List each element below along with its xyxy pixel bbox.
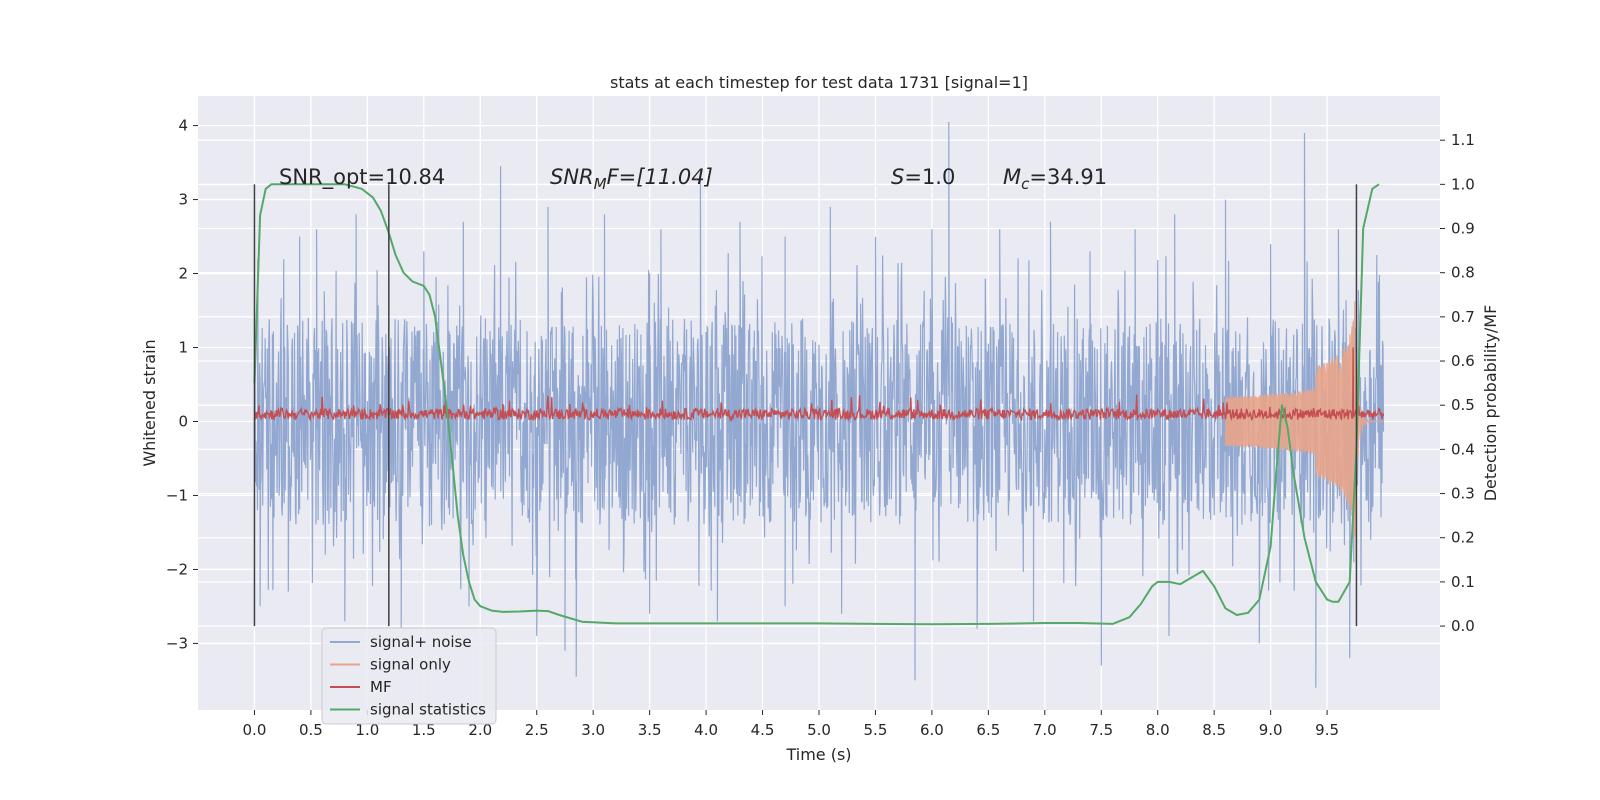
- x-tick-label: 3.0: [581, 721, 605, 739]
- y2-tick-label: 0.5: [1451, 396, 1475, 414]
- y2-axis-label: Detection probability/MF: [1481, 305, 1500, 502]
- y2-tick-label: 0.4: [1451, 440, 1475, 458]
- y-tick-label: −1: [166, 486, 188, 504]
- y2-tick-label: 0.3: [1451, 485, 1475, 503]
- y2-tick-label: 0.0: [1451, 617, 1475, 635]
- y-tick-label: 4: [178, 117, 188, 135]
- legend-entry: signal statistics: [370, 701, 486, 719]
- x-tick-label: 8.0: [1146, 721, 1170, 739]
- x-tick-label: 2.0: [468, 721, 492, 739]
- x-tick-label: 7.5: [1089, 721, 1113, 739]
- y2-tick-label: 0.6: [1451, 352, 1475, 370]
- annotation-mc-prefix: M: [1003, 165, 1021, 189]
- y-tick-label: 1: [178, 339, 188, 357]
- y2-tick-label: 0.2: [1451, 529, 1475, 547]
- x-tick-label: 5.5: [864, 721, 888, 739]
- series-signal-only: [1224, 301, 1384, 564]
- x-tick-label: 4.0: [694, 721, 718, 739]
- y2-tick-label: 0.8: [1451, 264, 1475, 282]
- legend-entry: signal+ noise: [370, 633, 472, 651]
- x-axis-label: Time (s): [785, 745, 851, 764]
- axes: 0.0 0.5 1.0 1.5 2.0 2.5 3.0 3.5 4.0 4.5 5.0 5.5 6.0 6…: [166, 117, 1475, 739]
- x-tick-label: 5.0: [807, 721, 831, 739]
- x-tick-label: 1.5: [412, 721, 436, 739]
- chart-title: stats at each timestep for test data 173…: [610, 73, 1028, 92]
- y-axis-label: Whitened strain: [140, 339, 159, 466]
- x-tick-label: 8.5: [1202, 721, 1226, 739]
- annotation-snr-opt: SNR_opt=10.84: [279, 165, 445, 190]
- x-tick-label: 3.5: [638, 721, 662, 739]
- annotation-snr-mf-suffix: F=[11.04]: [607, 165, 713, 189]
- plot-area: [253, 121, 1385, 688]
- x-tick-label: 7.0: [1033, 721, 1057, 739]
- y2-tick-label: 0.9: [1451, 220, 1475, 238]
- annotation-mc-value: =34.91: [1029, 165, 1107, 189]
- x-tick-label: 6.0: [920, 721, 944, 739]
- annotation-s-value: =1.0: [904, 165, 955, 189]
- x-tick-label: 9.0: [1259, 721, 1283, 739]
- x-tick-label: 0.0: [243, 721, 267, 739]
- annotation-s-prefix: S: [891, 165, 904, 189]
- y2-tick-label: 0.1: [1451, 573, 1475, 591]
- x-tick-label: 9.5: [1315, 721, 1339, 739]
- annotation-snr-mf-sub: M: [594, 175, 607, 193]
- y2-tick-label: 1.1: [1451, 131, 1475, 149]
- y-tick-label: −2: [166, 560, 188, 578]
- y2-tick-label: 1.0: [1451, 175, 1475, 193]
- legend-entry: MF: [370, 678, 392, 696]
- annotation-snr-mf-prefix: SNR: [550, 165, 594, 189]
- y-tick-label: 3: [178, 191, 188, 209]
- x-tick-label: 0.5: [299, 721, 323, 739]
- annotation-mc-sub: c: [1021, 175, 1030, 193]
- annotation-s: S=1.0: [891, 165, 955, 189]
- x-tick-label: 2.5: [525, 721, 549, 739]
- y-tick-label: 0: [178, 412, 188, 430]
- legend-box: [321, 627, 497, 725]
- annotation-mc: Mc=34.91: [1003, 165, 1107, 193]
- x-tick-label: 1.0: [355, 721, 379, 739]
- legend: signal+ noise signal only MF signal statist…: [321, 627, 497, 725]
- y2-tick-label: 0.7: [1451, 308, 1475, 326]
- legend-entry: signal only: [370, 656, 451, 674]
- y-tick-label: 2: [178, 265, 188, 283]
- y-tick-label: −3: [166, 634, 188, 652]
- x-tick-label: 6.5: [976, 721, 1000, 739]
- series-mf: [254, 347, 1385, 423]
- x-tick-label: 4.5: [751, 721, 775, 739]
- annotation-snr-mf: SNRMF=[11.04]: [550, 165, 713, 193]
